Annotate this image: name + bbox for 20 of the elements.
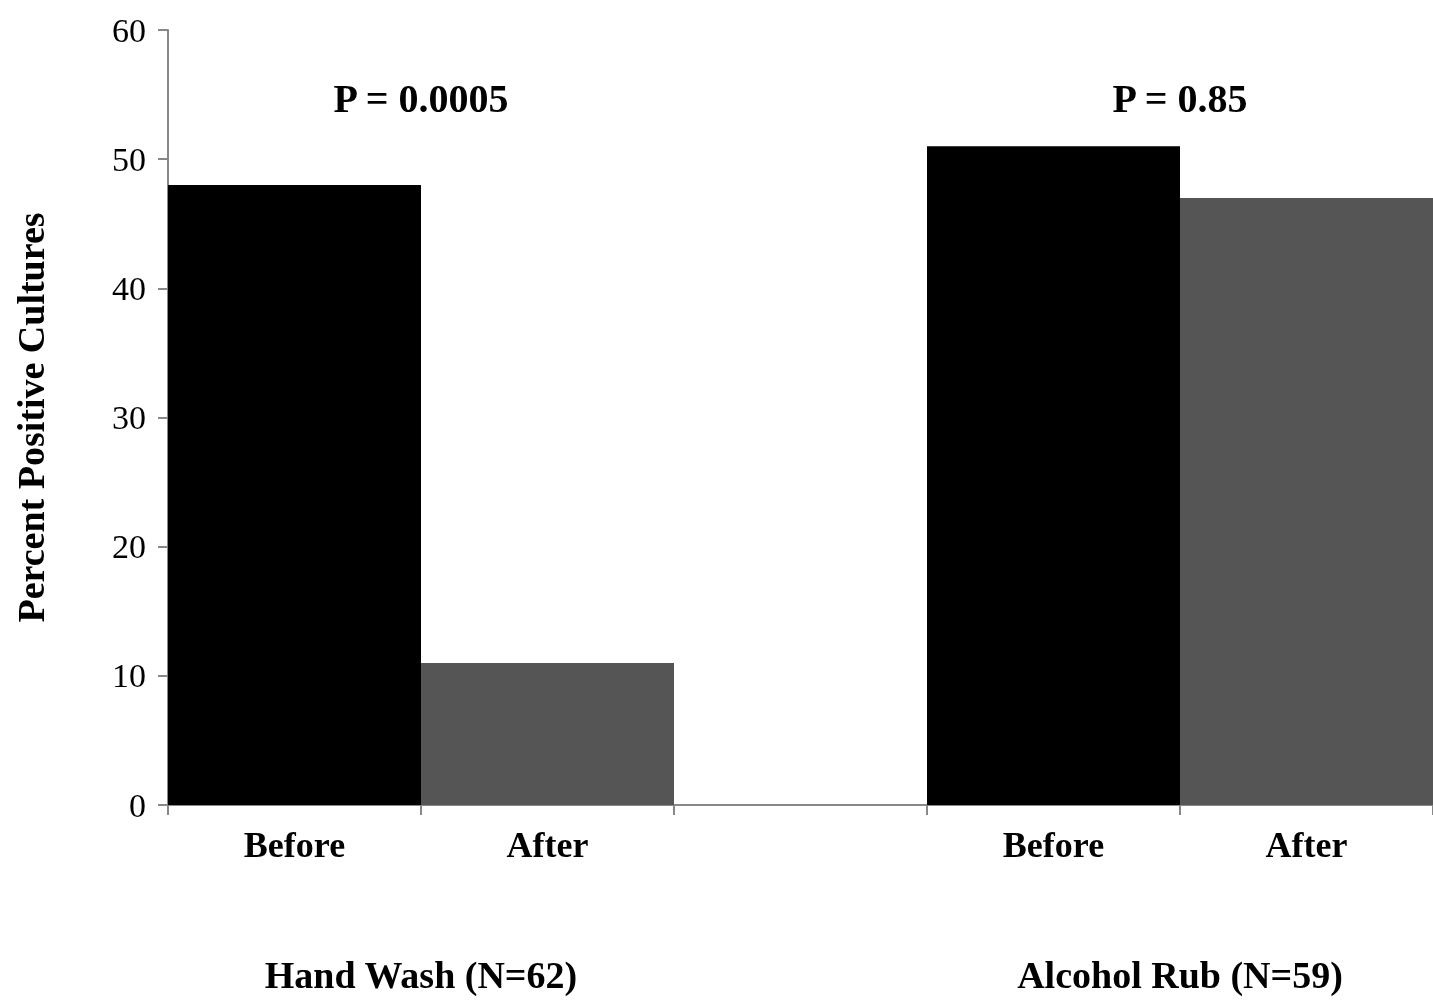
bar — [1180, 197, 1433, 805]
y-tick-label: 0 — [129, 786, 146, 824]
y-tick-label: 60 — [112, 11, 146, 49]
annotation: P = 0.0005 — [333, 75, 509, 121]
bar — [421, 662, 674, 805]
x-tick-label: Before — [1002, 825, 1105, 865]
y-tick-label: 10 — [112, 657, 146, 695]
bar — [168, 185, 421, 805]
y-tick-label: 30 — [112, 399, 146, 436]
x-tick-label: After — [506, 825, 589, 865]
text: Hand Wash (N=62) — [264, 954, 578, 997]
bar — [927, 146, 1180, 805]
y-tick-label: 50 — [112, 140, 146, 178]
x-tick-label: After — [1265, 825, 1348, 865]
annotation: P = 0.85 — [1112, 75, 1248, 121]
y-axis-title: Percent Positive Cultures — [10, 212, 52, 623]
text: Alcohol Rub (N=59) — [1017, 954, 1343, 997]
x-tick-label: Before — [243, 825, 346, 865]
y-tick-label: 40 — [112, 269, 146, 307]
y-tick-label: 20 — [112, 528, 146, 566]
